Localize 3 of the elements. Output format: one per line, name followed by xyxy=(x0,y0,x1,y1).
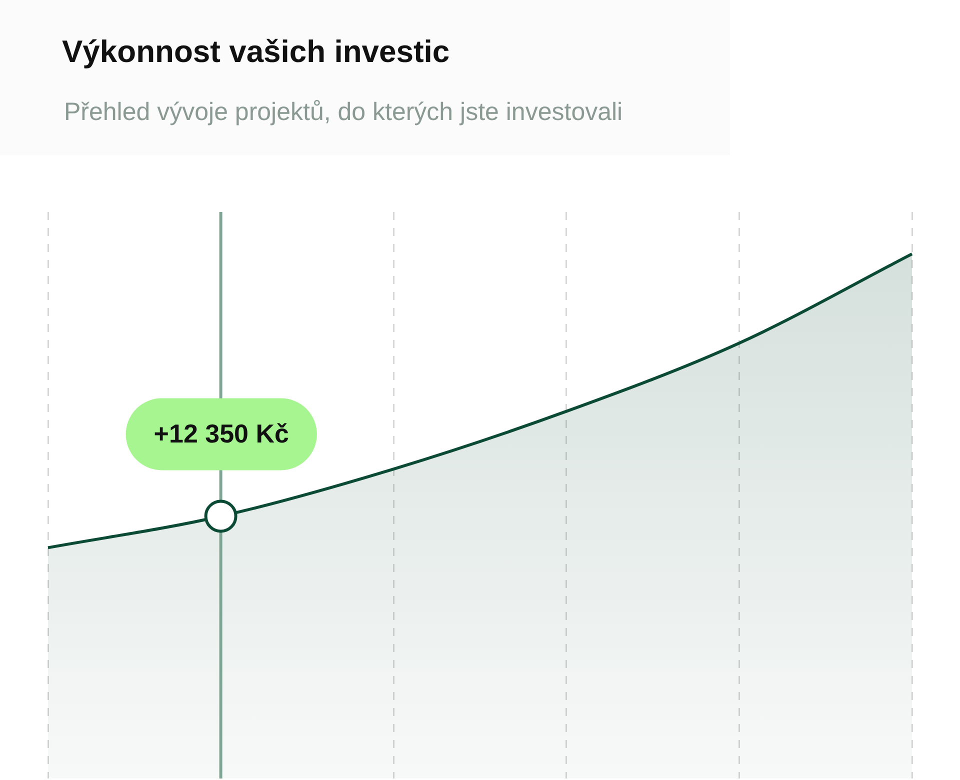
chart-subtitle: Přehled vývoje projektů, do kterých jste investovali xyxy=(64,98,623,127)
annotation: +12 350 Kč xyxy=(154,418,289,448)
chart-title: Výkonnost vašich investic xyxy=(62,34,450,70)
